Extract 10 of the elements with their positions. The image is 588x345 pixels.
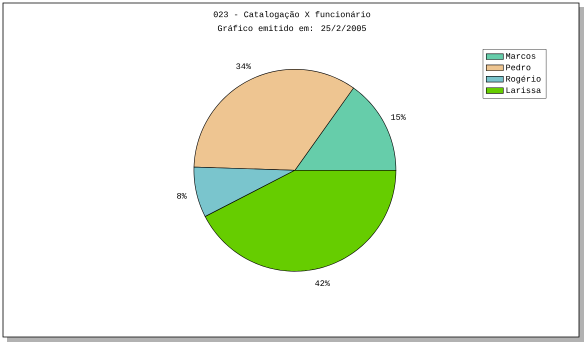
legend-label: Pedro [506, 64, 530, 70]
legend-label: Rogério [506, 75, 541, 84]
data-label: 34% [236, 63, 251, 70]
data-label: 42% [315, 280, 330, 286]
chart-subtitle: Gráfico emitido em: 25/2/2005 [218, 24, 366, 32]
legend-label: Larissa [506, 86, 541, 94]
legend-label: Marcos [506, 53, 536, 59]
data-label: 15% [391, 114, 406, 120]
chart-title: 023 - Catalogação X funcionário [214, 11, 370, 19]
data-label: 8% [177, 192, 187, 199]
